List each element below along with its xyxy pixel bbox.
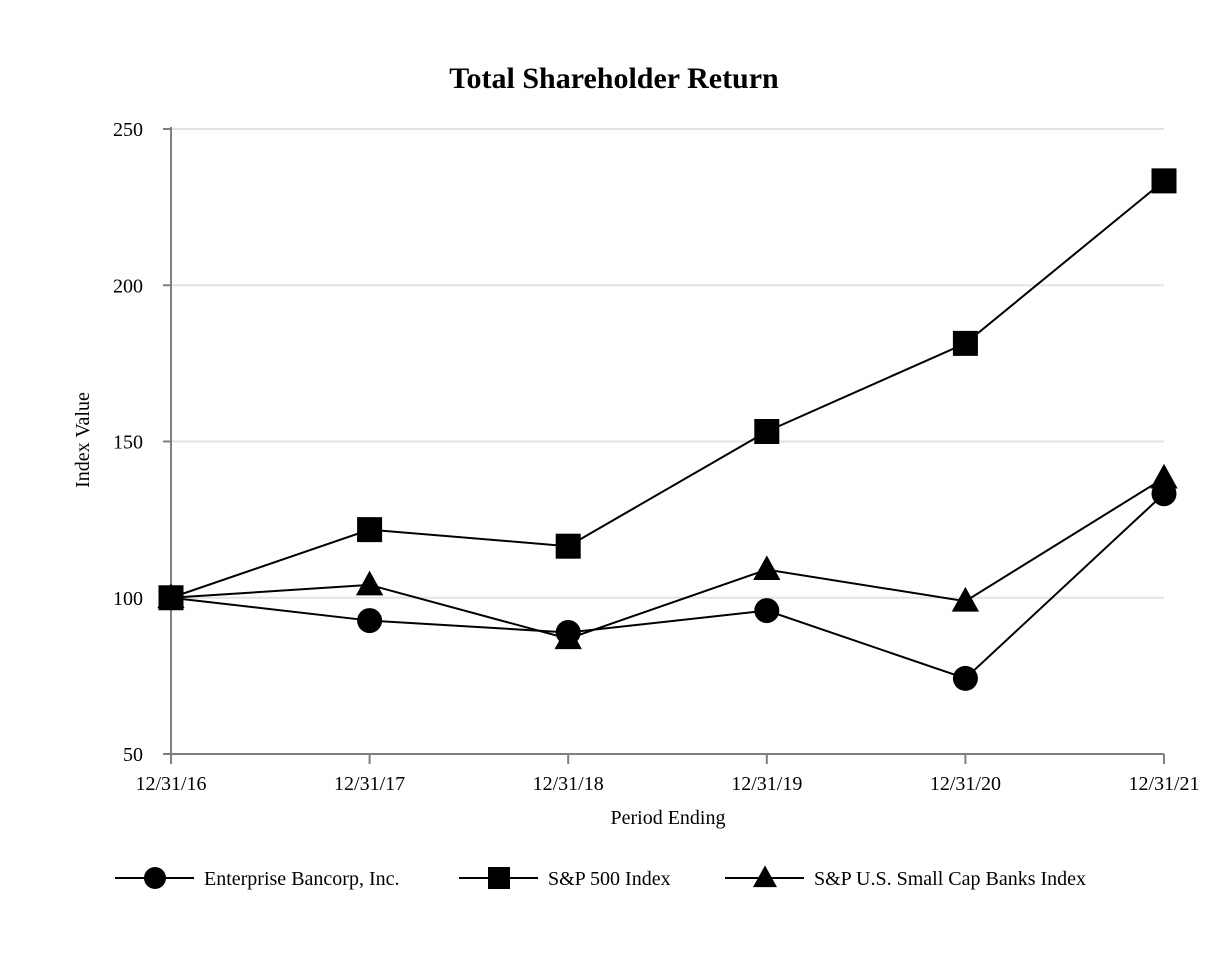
data-point-triangle: [951, 586, 980, 612]
x-axis-title: Period Ending: [611, 807, 726, 829]
series-circle: [158, 481, 1177, 691]
series-triangle: [157, 463, 1178, 650]
x-tick-label: 12/31/18: [533, 773, 604, 795]
data-point-triangle: [1150, 463, 1178, 489]
data-point-triangle: [753, 555, 781, 581]
legend-label: S&P U.S. Small Cap Banks Index: [814, 868, 1086, 890]
legend-item: S&P U.S. Small Cap Banks Index: [725, 865, 1086, 890]
x-tick-label: 12/31/16: [135, 773, 206, 795]
series-line: [170, 477, 1165, 640]
y-tick-label: 200: [113, 275, 143, 297]
legend-marker-square: [488, 867, 510, 889]
data-point-square: [1151, 168, 1177, 194]
data-point-square: [952, 330, 978, 356]
series-square: [158, 168, 1177, 611]
data-point-circle: [357, 608, 383, 634]
series-group: [157, 168, 1178, 691]
data-point-triangle: [157, 583, 185, 609]
y-axis-title: Index Value: [72, 392, 94, 488]
data-point-triangle: [554, 624, 582, 650]
x-axis-ticks: 12/31/16 12/31/17 12/31/18 12/31/19 12/31/20…: [135, 754, 1200, 795]
legend: Enterprise Bancorp, Inc. S&P 500 Index S&P…: [115, 865, 1086, 890]
legend-item: S&P 500 Index: [459, 867, 671, 890]
series-line: [170, 492, 1165, 680]
y-tick-label: 250: [113, 119, 143, 141]
data-point-square: [357, 517, 383, 543]
legend-item: Enterprise Bancorp, Inc.: [115, 867, 399, 890]
legend-label: Enterprise Bancorp, Inc.: [204, 868, 399, 890]
gridlines: [171, 128, 1164, 599]
y-axis-ticks: 50 100 150 200 250: [113, 119, 171, 766]
y-tick-label: 50: [123, 744, 143, 766]
legend-marker-circle: [144, 867, 166, 889]
data-point-circle: [952, 665, 978, 691]
legend-label: S&P 500 Index: [548, 868, 671, 890]
y-tick-label: 100: [113, 588, 143, 610]
legend-marker-triangle: [752, 865, 778, 888]
x-tick-label: 12/31/21: [1128, 773, 1199, 795]
data-point-square: [754, 419, 780, 444]
series-line: [170, 180, 1165, 599]
x-tick-label: 12/31/17: [334, 773, 405, 795]
data-point-triangle: [355, 570, 384, 596]
chart-title: Total Shareholder Return: [449, 62, 779, 95]
x-tick-label: 12/31/20: [930, 773, 1001, 795]
data-point-square: [555, 533, 581, 559]
y-tick-label: 150: [113, 432, 143, 454]
x-tick-label: 12/31/19: [731, 773, 802, 795]
data-point-circle: [754, 598, 780, 624]
